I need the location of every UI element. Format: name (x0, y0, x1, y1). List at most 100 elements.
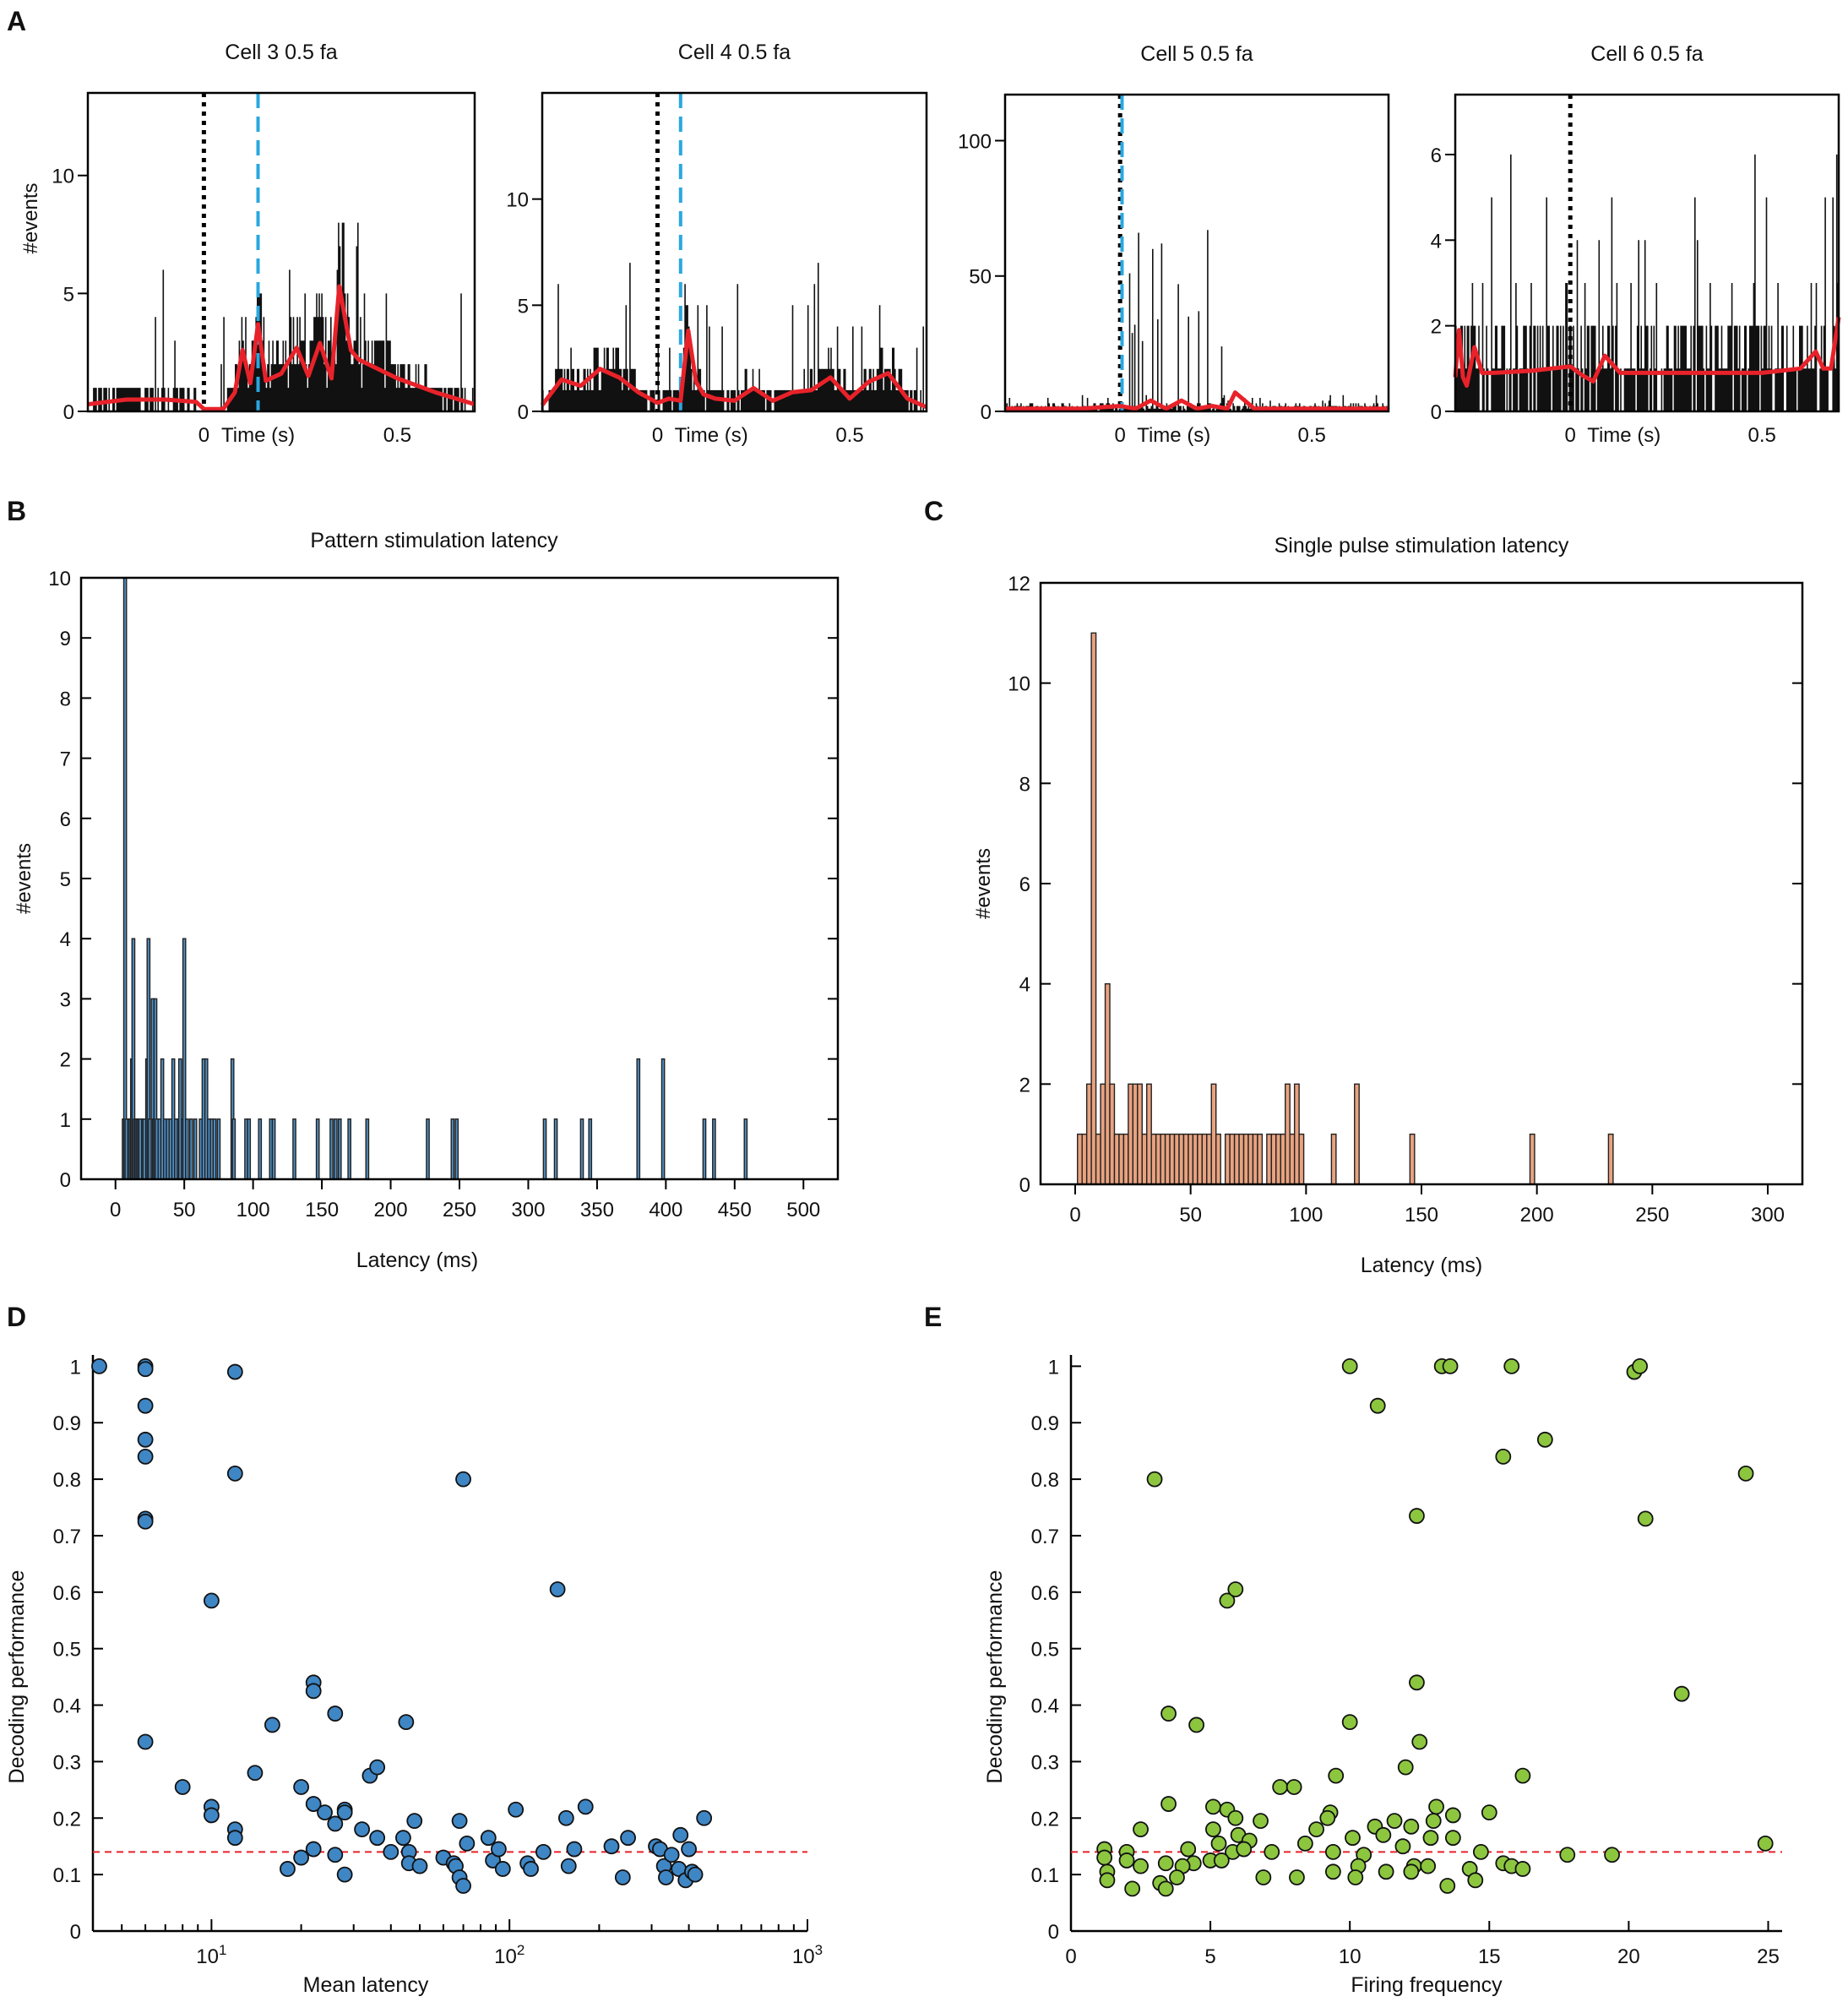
histogram-bar (1280, 1133, 1286, 1185)
psth-frame (1003, 93, 1390, 413)
x-axis-label: Time (s) (1587, 424, 1660, 447)
psth-chart-cell-6: Cell 6 0.5 fa 0 2 4 6 0 0.5 Time (s) (1431, 42, 1841, 447)
y-tick-label: 5 (518, 295, 529, 318)
scatter-point (1428, 1798, 1444, 1815)
x-tick-label: 0 (1115, 424, 1126, 447)
histogram-bar (1229, 1133, 1236, 1185)
scatter-point (1403, 1863, 1420, 1880)
x-tick-label: 200 (1520, 1204, 1554, 1227)
y-tick-label: 6 (1019, 873, 1030, 896)
y-tick-label: 0.9 (53, 1412, 81, 1435)
scatter-point (1394, 1838, 1411, 1855)
x-tick-label: 5 (1204, 1945, 1215, 1968)
y-tick-label: 8 (60, 688, 71, 710)
histogram-bar (1118, 1133, 1125, 1185)
scatter-point (1213, 1852, 1230, 1869)
histogram-bar (1160, 1133, 1166, 1185)
firing-rate-curve (541, 329, 928, 410)
scatter-point (455, 1878, 471, 1894)
firing-rate-curve (87, 284, 476, 411)
histogram-bar (1247, 1133, 1254, 1185)
y-tick-label: 0.3 (53, 1751, 81, 1774)
scatter-point (535, 1843, 552, 1860)
scatter-point (327, 1815, 344, 1832)
scatter-point (566, 1841, 583, 1858)
scatter-point (1264, 1843, 1280, 1860)
histogram-bar (1081, 1133, 1088, 1185)
psth-chart-cell-4: Cell 4 0.5 fa 0 5 10 0 0.5 Time (s) (506, 41, 928, 447)
histogram-bar (1289, 1133, 1296, 1185)
scatter-point (1160, 1796, 1177, 1812)
histogram-bar (1113, 1133, 1120, 1185)
y-axis-label: Decoding performance (5, 1570, 29, 1784)
scatter-point (1559, 1847, 1576, 1863)
histogram-bar (1100, 1083, 1106, 1185)
histogram-bar (1409, 1133, 1416, 1185)
psth-frame (541, 91, 928, 413)
scatter-point (305, 1841, 322, 1858)
panel-label-e: E (924, 1302, 942, 1332)
scatter-point (1472, 1843, 1489, 1860)
scatter-point (687, 1866, 704, 1883)
scatter-point (480, 1830, 497, 1847)
x-tick-label: 0 (1069, 1204, 1080, 1227)
histogram-bar (426, 1118, 430, 1180)
scatter-point (1099, 1872, 1116, 1889)
scatter-point (681, 1841, 698, 1858)
histogram-bar (1137, 1083, 1143, 1185)
y-tick-label: 12 (1008, 573, 1030, 596)
histogram-bar (1242, 1133, 1249, 1185)
histogram-bar (1233, 1133, 1240, 1185)
scatter-point (557, 1809, 574, 1826)
scatter-point (1481, 1804, 1497, 1820)
scatter-point (1604, 1847, 1620, 1863)
scatter-point (1210, 1835, 1227, 1852)
x-tick-label: 0 (1565, 424, 1576, 447)
scatter-point (1632, 1357, 1648, 1374)
y-tick-label: 0 (981, 401, 992, 424)
scatter-point (1345, 1830, 1361, 1847)
scatter-point (1236, 1841, 1253, 1858)
scatter-point (455, 1471, 471, 1488)
histogram-bar (1109, 1083, 1116, 1185)
y-tick-label: 4 (1019, 974, 1030, 997)
scatter-point (1205, 1821, 1221, 1838)
scatter-point (174, 1779, 191, 1795)
x-axis-label: Time (s) (1137, 424, 1210, 447)
scatter-point (264, 1716, 280, 1733)
scatter-point (383, 1843, 399, 1860)
scatter-point (137, 1397, 154, 1414)
scatter-point (658, 1869, 674, 1885)
y-tick-label: 1 (70, 1356, 81, 1379)
scatter-point (1514, 1767, 1531, 1784)
y-tick-label: 4 (1431, 230, 1442, 253)
histogram-bar (1155, 1133, 1161, 1185)
scatter-point (293, 1849, 309, 1866)
y-tick-label: 3 (60, 988, 71, 1011)
histogram-bar (1238, 1133, 1245, 1185)
scatter-point (1219, 1592, 1236, 1609)
histogram-bar (188, 1118, 193, 1180)
x-tick-label: 150 (305, 1199, 339, 1221)
scatter-point (451, 1813, 468, 1830)
histogram-bar (1178, 1133, 1185, 1185)
y-tick-label: 50 (969, 266, 992, 289)
scatter-point (280, 1861, 296, 1877)
scatter-point (395, 1830, 411, 1847)
histogram-bar (212, 1118, 217, 1180)
scatter-point (1737, 1466, 1754, 1482)
x-axis-label: Time (s) (675, 424, 748, 447)
scatter-point (1160, 1706, 1177, 1722)
scatter-point (1411, 1733, 1428, 1750)
psth-chart-cell-3: Cell 3 0.5 fa #events 0 5 10 0 0.5 Time (s) (19, 41, 476, 447)
scatter-point (672, 1826, 689, 1843)
histogram-frame (1039, 581, 1804, 1186)
scatter-point (137, 1513, 154, 1530)
single-pulse-latency-histogram: Single pulse stimulation latency #events L… (972, 534, 1804, 1277)
x-tick-label: 500 (786, 1199, 820, 1221)
histogram-bar (315, 1118, 320, 1180)
histogram-bar (1257, 1133, 1264, 1185)
histogram-bar (1266, 1133, 1273, 1185)
x-tick-label: 103 (792, 1942, 823, 1968)
firing-rate-curve (1005, 390, 1389, 411)
